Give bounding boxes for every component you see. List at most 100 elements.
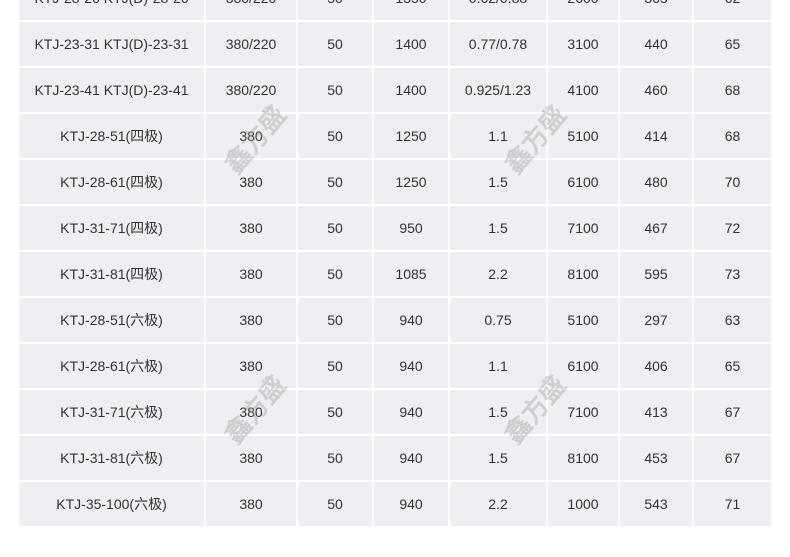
- table-cell: 380/220: [204, 0, 298, 22]
- table-cell: 50: [296, 296, 374, 344]
- table-cell: KTJ-28-51(四极): [17, 112, 206, 160]
- table-cell: 453: [618, 434, 694, 482]
- table-cell: 65: [692, 342, 773, 390]
- table-cell: 460: [618, 66, 694, 114]
- table-cell: KTJ-31-81(六极): [17, 434, 206, 482]
- table-cell: 380: [204, 388, 298, 436]
- table-cell: 1.1: [448, 112, 548, 160]
- table-row: KTJ-35-100(六极) 380 50 940 2.2 1000 543 71: [17, 480, 773, 528]
- table-cell: 940: [372, 296, 450, 344]
- table-cell: 380: [204, 158, 298, 206]
- table-cell: 0.77/0.78: [448, 20, 548, 68]
- table-cell: 2.2: [448, 480, 548, 528]
- table-cell: KTJ-28-51(六极): [17, 296, 206, 344]
- table-cell: 380: [204, 204, 298, 252]
- table-cell: 68: [692, 66, 773, 114]
- table-cell: 50: [296, 66, 374, 114]
- table-cell: 440: [618, 20, 694, 68]
- table-cell: 380: [204, 296, 298, 344]
- table-cell: 67: [692, 388, 773, 436]
- table-cell: 50: [296, 0, 374, 22]
- table-cell: 380: [204, 112, 298, 160]
- table-cell: 467: [618, 204, 694, 252]
- table-cell: 406: [618, 342, 694, 390]
- table-cell: 365: [618, 0, 694, 22]
- table-row: KTJ-31-81(六极) 380 50 940 1.5 8100 453 67: [17, 434, 773, 482]
- table-cell: 50: [296, 20, 374, 68]
- table-cell: 0.925/1.23: [448, 66, 548, 114]
- table-cell: KTJ-31-81(四极): [17, 250, 206, 298]
- table-row: KTJ-28-51(四极) 380 50 1250 1.1 5100 414 68: [17, 112, 773, 160]
- table-cell: 71: [692, 480, 773, 528]
- table-cell: 1.5: [448, 204, 548, 252]
- table-cell: 940: [372, 434, 450, 482]
- table-cell: 5100: [546, 296, 620, 344]
- table-cell: 1.5: [448, 388, 548, 436]
- table-row: KTJ-23-41 KTJ(D)-23-41 380/220 50 1400 0.925…: [17, 66, 773, 114]
- table-cell: 1.5: [448, 434, 548, 482]
- table-cell: KTJ-28-61(四极): [17, 158, 206, 206]
- spec-table: KTJ-28-26 KTJ(D)-28-26380/2205013500.62/…: [17, 0, 773, 528]
- table-cell: 8100: [546, 434, 620, 482]
- table-cell: 63: [692, 296, 773, 344]
- table-cell: 50: [296, 388, 374, 436]
- table-cell: 380: [204, 434, 298, 482]
- table-cell: KTJ-28-26 KTJ(D)-28-26: [17, 0, 206, 22]
- table-cell: 480: [618, 158, 694, 206]
- table-cell: 1400: [372, 20, 450, 68]
- table-cell: KTJ-23-41 KTJ(D)-23-41: [17, 66, 206, 114]
- table-cell: 1085: [372, 250, 450, 298]
- table-cell: 50: [296, 480, 374, 528]
- table-cell: 940: [372, 480, 450, 528]
- table-cell: 950: [372, 204, 450, 252]
- table-cell: 1250: [372, 158, 450, 206]
- table-row: KTJ-28-51(六极) 380 50 940 0.75 5100 297 63: [17, 296, 773, 344]
- table-cell: 3100: [546, 20, 620, 68]
- table-cell: 6100: [546, 342, 620, 390]
- table-cell: 414: [618, 112, 694, 160]
- table-cell: 1250: [372, 112, 450, 160]
- table-cell: 50: [296, 112, 374, 160]
- table-cell: 68: [692, 112, 773, 160]
- table-cell: 0.75: [448, 296, 548, 344]
- table-cell: KTJ-28-61(六极): [17, 342, 206, 390]
- table-cell: 65: [692, 20, 773, 68]
- table-cell: 50: [296, 342, 374, 390]
- table-cell: 8100: [546, 250, 620, 298]
- table-cell: 73: [692, 250, 773, 298]
- table-cell: 50: [296, 250, 374, 298]
- table-cell: 595: [618, 250, 694, 298]
- table-row: KTJ-28-61(四极) 380 50 1250 1.5 6100 480 70: [17, 158, 773, 206]
- table-cell: 1.1: [448, 342, 548, 390]
- table-row: KTJ-28-26 KTJ(D)-28-26380/2205013500.62/…: [17, 0, 773, 22]
- table-cell: 7100: [546, 388, 620, 436]
- table-cell: 5100: [546, 112, 620, 160]
- table-cell: 4100: [546, 66, 620, 114]
- table-cell: 380/220: [204, 66, 298, 114]
- table-cell: KTJ-31-71(六极): [17, 388, 206, 436]
- table-cell: KTJ-35-100(六极): [17, 480, 206, 528]
- table-cell: 1400: [372, 66, 450, 114]
- table-row: KTJ-31-71(四极) 380 50 950 1.5 7100 467 72: [17, 204, 773, 252]
- table-cell: 6100: [546, 158, 620, 206]
- table-cell: 70: [692, 158, 773, 206]
- table-cell: 0.62/0.88: [448, 0, 548, 22]
- table-cell: 1350: [372, 0, 450, 22]
- table-cell: 62: [692, 0, 773, 22]
- table-cell: 380: [204, 480, 298, 528]
- table-row: KTJ-28-61(六极) 380 50 940 1.1 6100 406 65: [17, 342, 773, 390]
- table-cell: 72: [692, 204, 773, 252]
- table-cell: 50: [296, 204, 374, 252]
- table-cell: 2600: [546, 0, 620, 22]
- table-cell: 940: [372, 388, 450, 436]
- table-cell: 380: [204, 250, 298, 298]
- table-cell: KTJ-31-71(四极): [17, 204, 206, 252]
- table-cell: KTJ-23-31 KTJ(D)-23-31: [17, 20, 206, 68]
- table-row: KTJ-31-81(四极) 380 50 1085 2.2 8100 595 73: [17, 250, 773, 298]
- table-cell: 413: [618, 388, 694, 436]
- table-cell: 380: [204, 342, 298, 390]
- table-cell: 1000: [546, 480, 620, 528]
- table-cell: 50: [296, 434, 374, 482]
- table-cell: 2.2: [448, 250, 548, 298]
- table-cell: 297: [618, 296, 694, 344]
